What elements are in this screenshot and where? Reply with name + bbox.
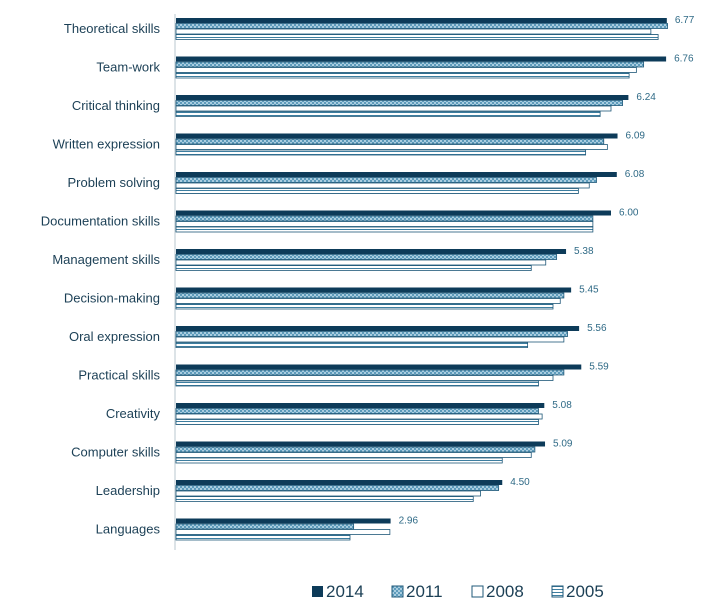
value-label-leadership: 4.50	[510, 477, 530, 488]
bar-creativity-2005	[175, 419, 539, 425]
legend-label-2011: 2011	[406, 582, 443, 601]
bar-languages-2014	[176, 518, 391, 524]
category-label-critical-thinking: Critical thinking	[72, 98, 160, 113]
value-label-management-skills: 5.38	[574, 246, 594, 257]
category-label-creativity: Creativity	[106, 406, 161, 421]
legend-swatch-2008	[471, 585, 484, 598]
category-label-oral-expression: Oral expression	[69, 329, 160, 344]
category-label-decision-making: Decision-making	[64, 291, 160, 306]
bar-critical-thinking-2005	[175, 111, 601, 117]
value-label-written-expression: 6.09	[626, 131, 646, 142]
bar-problem-solving-2008	[175, 182, 590, 189]
legend-swatch-2005	[551, 585, 564, 598]
bar-written-expression-2008	[175, 144, 608, 150]
bar-decision-making-2008	[175, 298, 561, 304]
category-label-documentation-skills: Documentation skills	[41, 214, 161, 229]
bar-written-expression-2011	[175, 138, 605, 145]
bar-written-expression-2014	[176, 133, 618, 139]
bar-computer-skills-2011	[175, 446, 536, 453]
value-label-critical-thinking: 6.24	[636, 92, 656, 103]
bar-management-skills-2011	[175, 254, 558, 260]
bar-team-work-2011	[175, 61, 645, 68]
category-label-leadership: Leadership	[96, 483, 160, 498]
category-labels: Theoretical skills Team-work Critical thin…	[41, 21, 161, 537]
bar-critical-thinking-2011	[175, 100, 624, 106]
bar-theoretical-skills-2005	[175, 34, 659, 40]
bar-leadership-2011	[175, 485, 500, 491]
value-labels: 6.77 6.76 6.24 6.09 6.08 6.00 5.38 5.45 5.56 5.59…	[399, 15, 695, 527]
bar-management-skills-2005	[175, 265, 532, 271]
bar-team-work-2005	[175, 72, 630, 79]
category-label-team-work: Team-work	[96, 60, 160, 75]
bar-oral-expression-2014	[176, 326, 580, 331]
value-label-creativity: 5.08	[552, 400, 572, 411]
category-label-problem-solving: Problem solving	[68, 175, 161, 190]
bar-decision-making-2011	[175, 292, 565, 299]
legend-label-2005: 2005	[566, 582, 604, 601]
category-label-computer-skills: Computer skills	[71, 445, 160, 460]
bar-leadership-2014	[176, 480, 503, 485]
legend-swatch-2014	[312, 586, 323, 597]
bar-problem-solving-2005	[175, 188, 579, 194]
bar-decision-making-2014	[176, 287, 572, 293]
bar-documentation-skills-2005	[175, 226, 594, 233]
bar-theoretical-skills-2011	[175, 23, 668, 29]
bar-critical-thinking-2014	[176, 95, 629, 100]
category-label-management-skills: Management skills	[52, 252, 160, 267]
value-label-documentation-skills: 6.00	[619, 208, 639, 219]
value-label-problem-solving: 6.08	[625, 169, 645, 180]
category-label-written-expression: Written expression	[53, 137, 160, 152]
bar-leadership-2008	[175, 490, 481, 497]
bar-problem-solving-2014	[176, 172, 617, 177]
bar-practical-skills-2014	[176, 364, 582, 370]
bar-theoretical-skills-2008	[175, 28, 652, 35]
legend-swatch-2011	[391, 585, 404, 598]
bar-oral-expression-2011	[175, 331, 568, 337]
bar-team-work-2014	[176, 56, 667, 62]
value-label-languages: 2.96	[399, 516, 419, 527]
value-label-decision-making: 5.45	[579, 285, 599, 296]
value-label-theoretical-skills: 6.77	[675, 15, 695, 26]
bar-languages-2008	[175, 529, 391, 535]
value-label-practical-skills: 5.59	[589, 362, 609, 373]
bar-creativity-2008	[175, 413, 543, 420]
bar-practical-skills-2011	[175, 369, 565, 376]
legend-label-2008: 2008	[486, 582, 524, 601]
bar-computer-skills-2014	[176, 441, 546, 447]
bar-languages-2005	[175, 534, 351, 541]
bar-documentation-skills-2008	[175, 221, 594, 227]
bar-management-skills-2008	[175, 259, 547, 266]
bar-team-work-2008	[175, 67, 637, 73]
bar-creativity-2011	[175, 408, 539, 414]
bar-computer-skills-2008	[175, 452, 532, 458]
bar-written-expression-2005	[175, 149, 587, 156]
bar-decision-making-2005	[175, 303, 554, 310]
value-label-computer-skills: 5.09	[553, 439, 573, 450]
bar-documentation-skills-2011	[175, 215, 594, 222]
value-label-oral-expression: 5.56	[587, 323, 607, 334]
bar-critical-thinking-2008	[175, 105, 612, 112]
bar-oral-expression-2005	[175, 342, 529, 348]
bar-computer-skills-2005	[175, 457, 503, 464]
category-label-languages: Languages	[96, 522, 161, 537]
bar-languages-2011	[175, 523, 355, 530]
legend: 2014 2011 2008 2005	[312, 582, 604, 601]
bar-management-skills-2014	[176, 249, 567, 254]
bar-oral-expression-2008	[175, 336, 565, 343]
bar-creativity-2014	[176, 403, 545, 408]
bar-theoretical-skills-2014	[176, 18, 667, 23]
bar-problem-solving-2011	[175, 177, 597, 183]
category-label-theoretical-skills: Theoretical skills	[64, 21, 161, 36]
bar-practical-skills-2008	[175, 375, 554, 381]
bar-leadership-2005	[175, 496, 474, 502]
legend-label-2014: 2014	[326, 582, 364, 601]
bars	[175, 18, 668, 541]
bar-documentation-skills-2014	[176, 210, 611, 216]
bar-practical-skills-2005	[175, 380, 539, 387]
value-label-team-work: 6.76	[674, 54, 694, 65]
category-label-practical-skills: Practical skills	[78, 368, 160, 383]
